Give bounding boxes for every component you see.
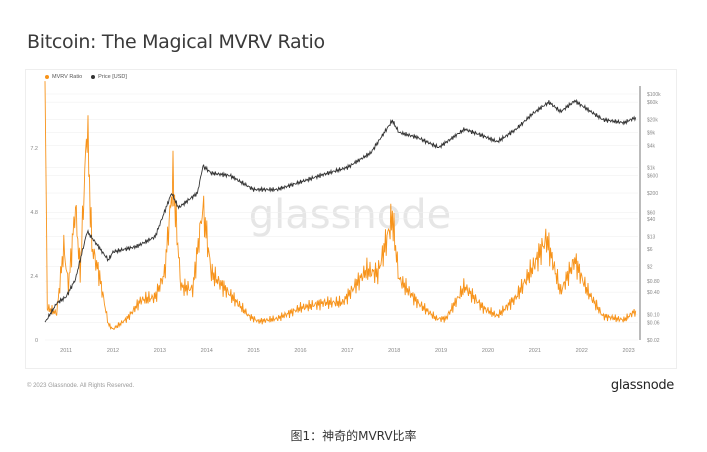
price-dot-icon	[91, 74, 96, 79]
chart-legend: MVRV Ratio Price [USD]	[45, 74, 127, 80]
x-tick-label: 2021	[529, 348, 541, 354]
right-tick-label: $0.40	[647, 290, 660, 296]
right-tick-label: $40	[647, 217, 656, 223]
copyright: © 2023 Glassnode. All Rights Reserved.	[27, 383, 135, 389]
left-tick-label: 4.8	[30, 210, 38, 216]
right-tick-label: $60	[647, 210, 656, 216]
x-tick-label: 2023	[622, 348, 634, 354]
left-tick-label: 0	[35, 338, 38, 344]
x-tick-label: 2016	[294, 348, 306, 354]
x-tick-label: 2013	[154, 348, 166, 354]
x-tick-label: 2018	[388, 348, 400, 354]
x-tick-label: 2012	[107, 348, 119, 354]
right-tick-label: $0.02	[647, 338, 660, 344]
price-usd-line	[44, 98, 637, 323]
right-tick-label: $4k	[647, 143, 656, 149]
x-tick-label: 2014	[201, 348, 213, 354]
right-tick-label: $1k	[647, 165, 656, 171]
right-tick-label: $20k	[647, 118, 658, 124]
right-tick-label: $60k	[647, 100, 658, 106]
glassnode-logo: glassnode	[610, 378, 674, 393]
watermark: glassnode	[249, 192, 452, 238]
right-tick-label: $200	[647, 191, 658, 197]
x-tick-label: 2011	[60, 348, 72, 354]
right-tick-label: $100k	[647, 92, 661, 98]
legend-label-price: Price [USD]	[98, 74, 127, 80]
legend-label-mvrv: MVRV Ratio	[52, 74, 83, 80]
page-title: Bitcoin: The Magical MVRV Ratio	[27, 31, 325, 53]
right-tick-label: $9k	[647, 130, 656, 136]
right-tick-label: $13	[647, 235, 656, 241]
figure-caption: 图1：神奇的MVRV比率	[290, 429, 417, 443]
x-tick-label: 2022	[576, 348, 588, 354]
mvrv-dot-icon	[45, 74, 49, 79]
right-tick-label: $0.80	[647, 279, 660, 285]
x-tick-label: 2017	[341, 348, 353, 354]
left-tick-label: 7.2	[30, 146, 38, 152]
left-tick-label: 2.4	[30, 274, 38, 280]
right-tick-label: $2	[647, 265, 653, 271]
right-tick-label: $6	[647, 247, 653, 253]
mvrv-ratio-line	[44, 81, 637, 330]
right-tick-label: $0.06	[647, 320, 660, 326]
x-tick-label: 2020	[482, 348, 494, 354]
x-tick-label: 2015	[247, 348, 259, 354]
right-tick-label: $600	[647, 174, 658, 180]
legend-item-mvrv[interactable]: MVRV Ratio	[45, 74, 82, 80]
x-tick-label: 2019	[435, 348, 447, 354]
right-tick-label: $0.10	[647, 312, 660, 318]
legend-item-price[interactable]: Price [USD]	[91, 74, 127, 80]
